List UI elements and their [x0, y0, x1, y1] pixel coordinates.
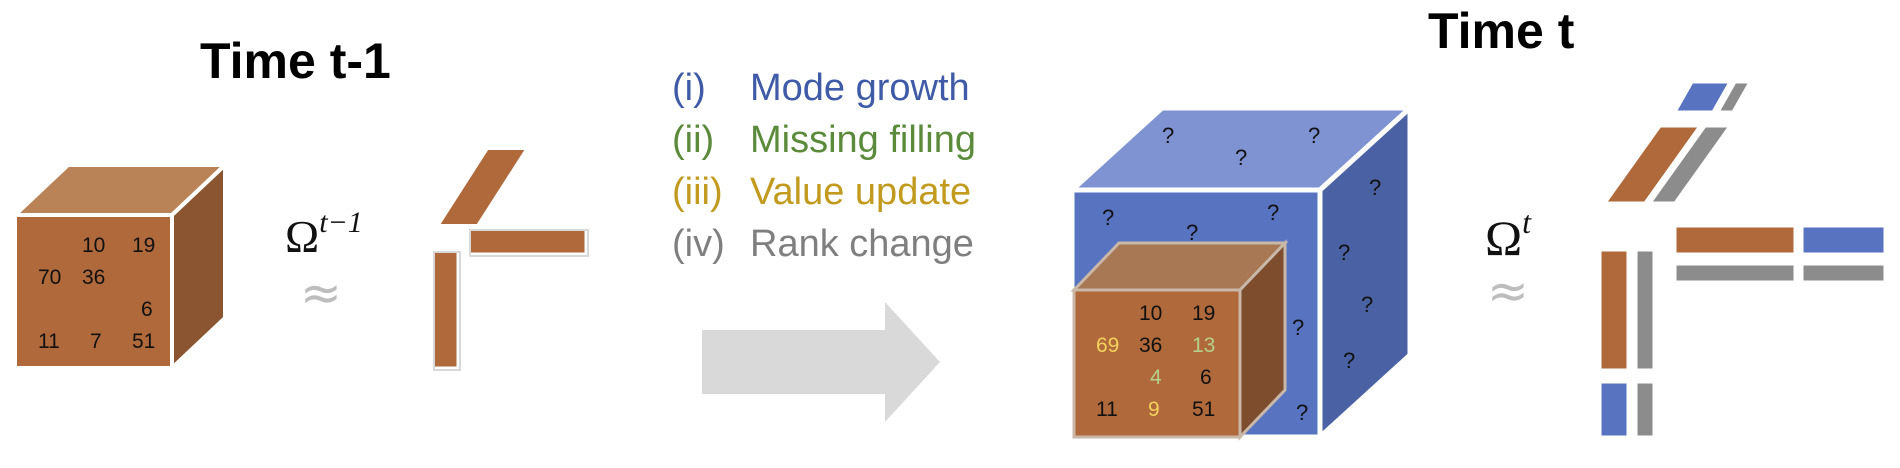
left-cell-7: 7 [90, 330, 102, 353]
svg-text:Ωt: Ωt [1485, 204, 1532, 266]
missing-mark: ? [1102, 205, 1114, 230]
legend-label-rank-change: Rank change [750, 223, 974, 265]
right-cell-10: 10 [1139, 302, 1162, 325]
left-omega-symbol: Ωt−1 [285, 206, 363, 262]
left-cell-10: 10 [82, 234, 105, 257]
missing-mark: ? [1162, 123, 1174, 148]
missing-mark: ? [1343, 348, 1355, 373]
missing-mark: ? [1235, 145, 1247, 170]
right-cell-6: 6 [1200, 366, 1212, 389]
svg-text:Ωt−1: Ωt−1 [285, 206, 363, 262]
legend-label-value-update: Value update [750, 171, 971, 213]
missing-mark: ? [1267, 200, 1279, 225]
update-legend: (i) Mode growth (ii) Missing filling (ii… [672, 67, 976, 265]
right-cell-69-updated: 69 [1096, 334, 1119, 357]
legend-label-missing-filling: Missing filling [750, 119, 976, 161]
left-cell-51: 51 [132, 330, 155, 353]
right-cell-36: 36 [1139, 334, 1162, 357]
right-factor-matrices [1598, 80, 1887, 439]
missing-mark: ? [1308, 123, 1320, 148]
missing-mark: ? [1296, 400, 1308, 425]
left-factor-matrices [430, 146, 589, 371]
left-tensor-cube: 10 19 70 36 6 11 7 51 [9, 160, 231, 373]
legend-num-iv: (iv) [672, 223, 725, 265]
right-cell-13-filled: 13 [1192, 334, 1215, 357]
left-cell-19: 19 [132, 234, 155, 257]
title-time-t: Time t [1428, 3, 1575, 59]
title-time-t-minus-1: Time t-1 [200, 33, 391, 89]
legend-label-mode-growth: Mode growth [750, 67, 970, 109]
right-tensor-cube: ? ? ? ? ? ? ? ? ? ? ? ? 10 19 69 36 13 4… [1065, 102, 1417, 443]
left-cell-11: 11 [38, 330, 60, 353]
missing-mark: ? [1369, 175, 1381, 200]
left-approx-symbol: ≈ [300, 264, 342, 322]
right-cell-11: 11 [1096, 398, 1118, 421]
legend-num-ii: (ii) [672, 119, 714, 161]
right-cell-4-filled: 4 [1150, 366, 1162, 389]
transition-arrow [702, 302, 940, 422]
right-cell-9-updated: 9 [1148, 398, 1160, 421]
left-cell-6: 6 [141, 298, 153, 321]
missing-mark: ? [1338, 240, 1350, 265]
right-cell-19: 19 [1192, 302, 1215, 325]
missing-mark: ? [1361, 292, 1373, 317]
right-approx-symbol: ≈ [1487, 262, 1529, 320]
legend-num-i: (i) [672, 67, 706, 109]
right-omega-symbol: Ωt [1485, 204, 1532, 266]
legend-num-iii: (iii) [672, 171, 723, 213]
missing-mark: ? [1186, 220, 1198, 245]
right-cell-51: 51 [1192, 398, 1215, 421]
left-cell-70: 70 [38, 266, 61, 289]
missing-mark: ? [1292, 315, 1304, 340]
left-cell-36: 36 [82, 266, 105, 289]
